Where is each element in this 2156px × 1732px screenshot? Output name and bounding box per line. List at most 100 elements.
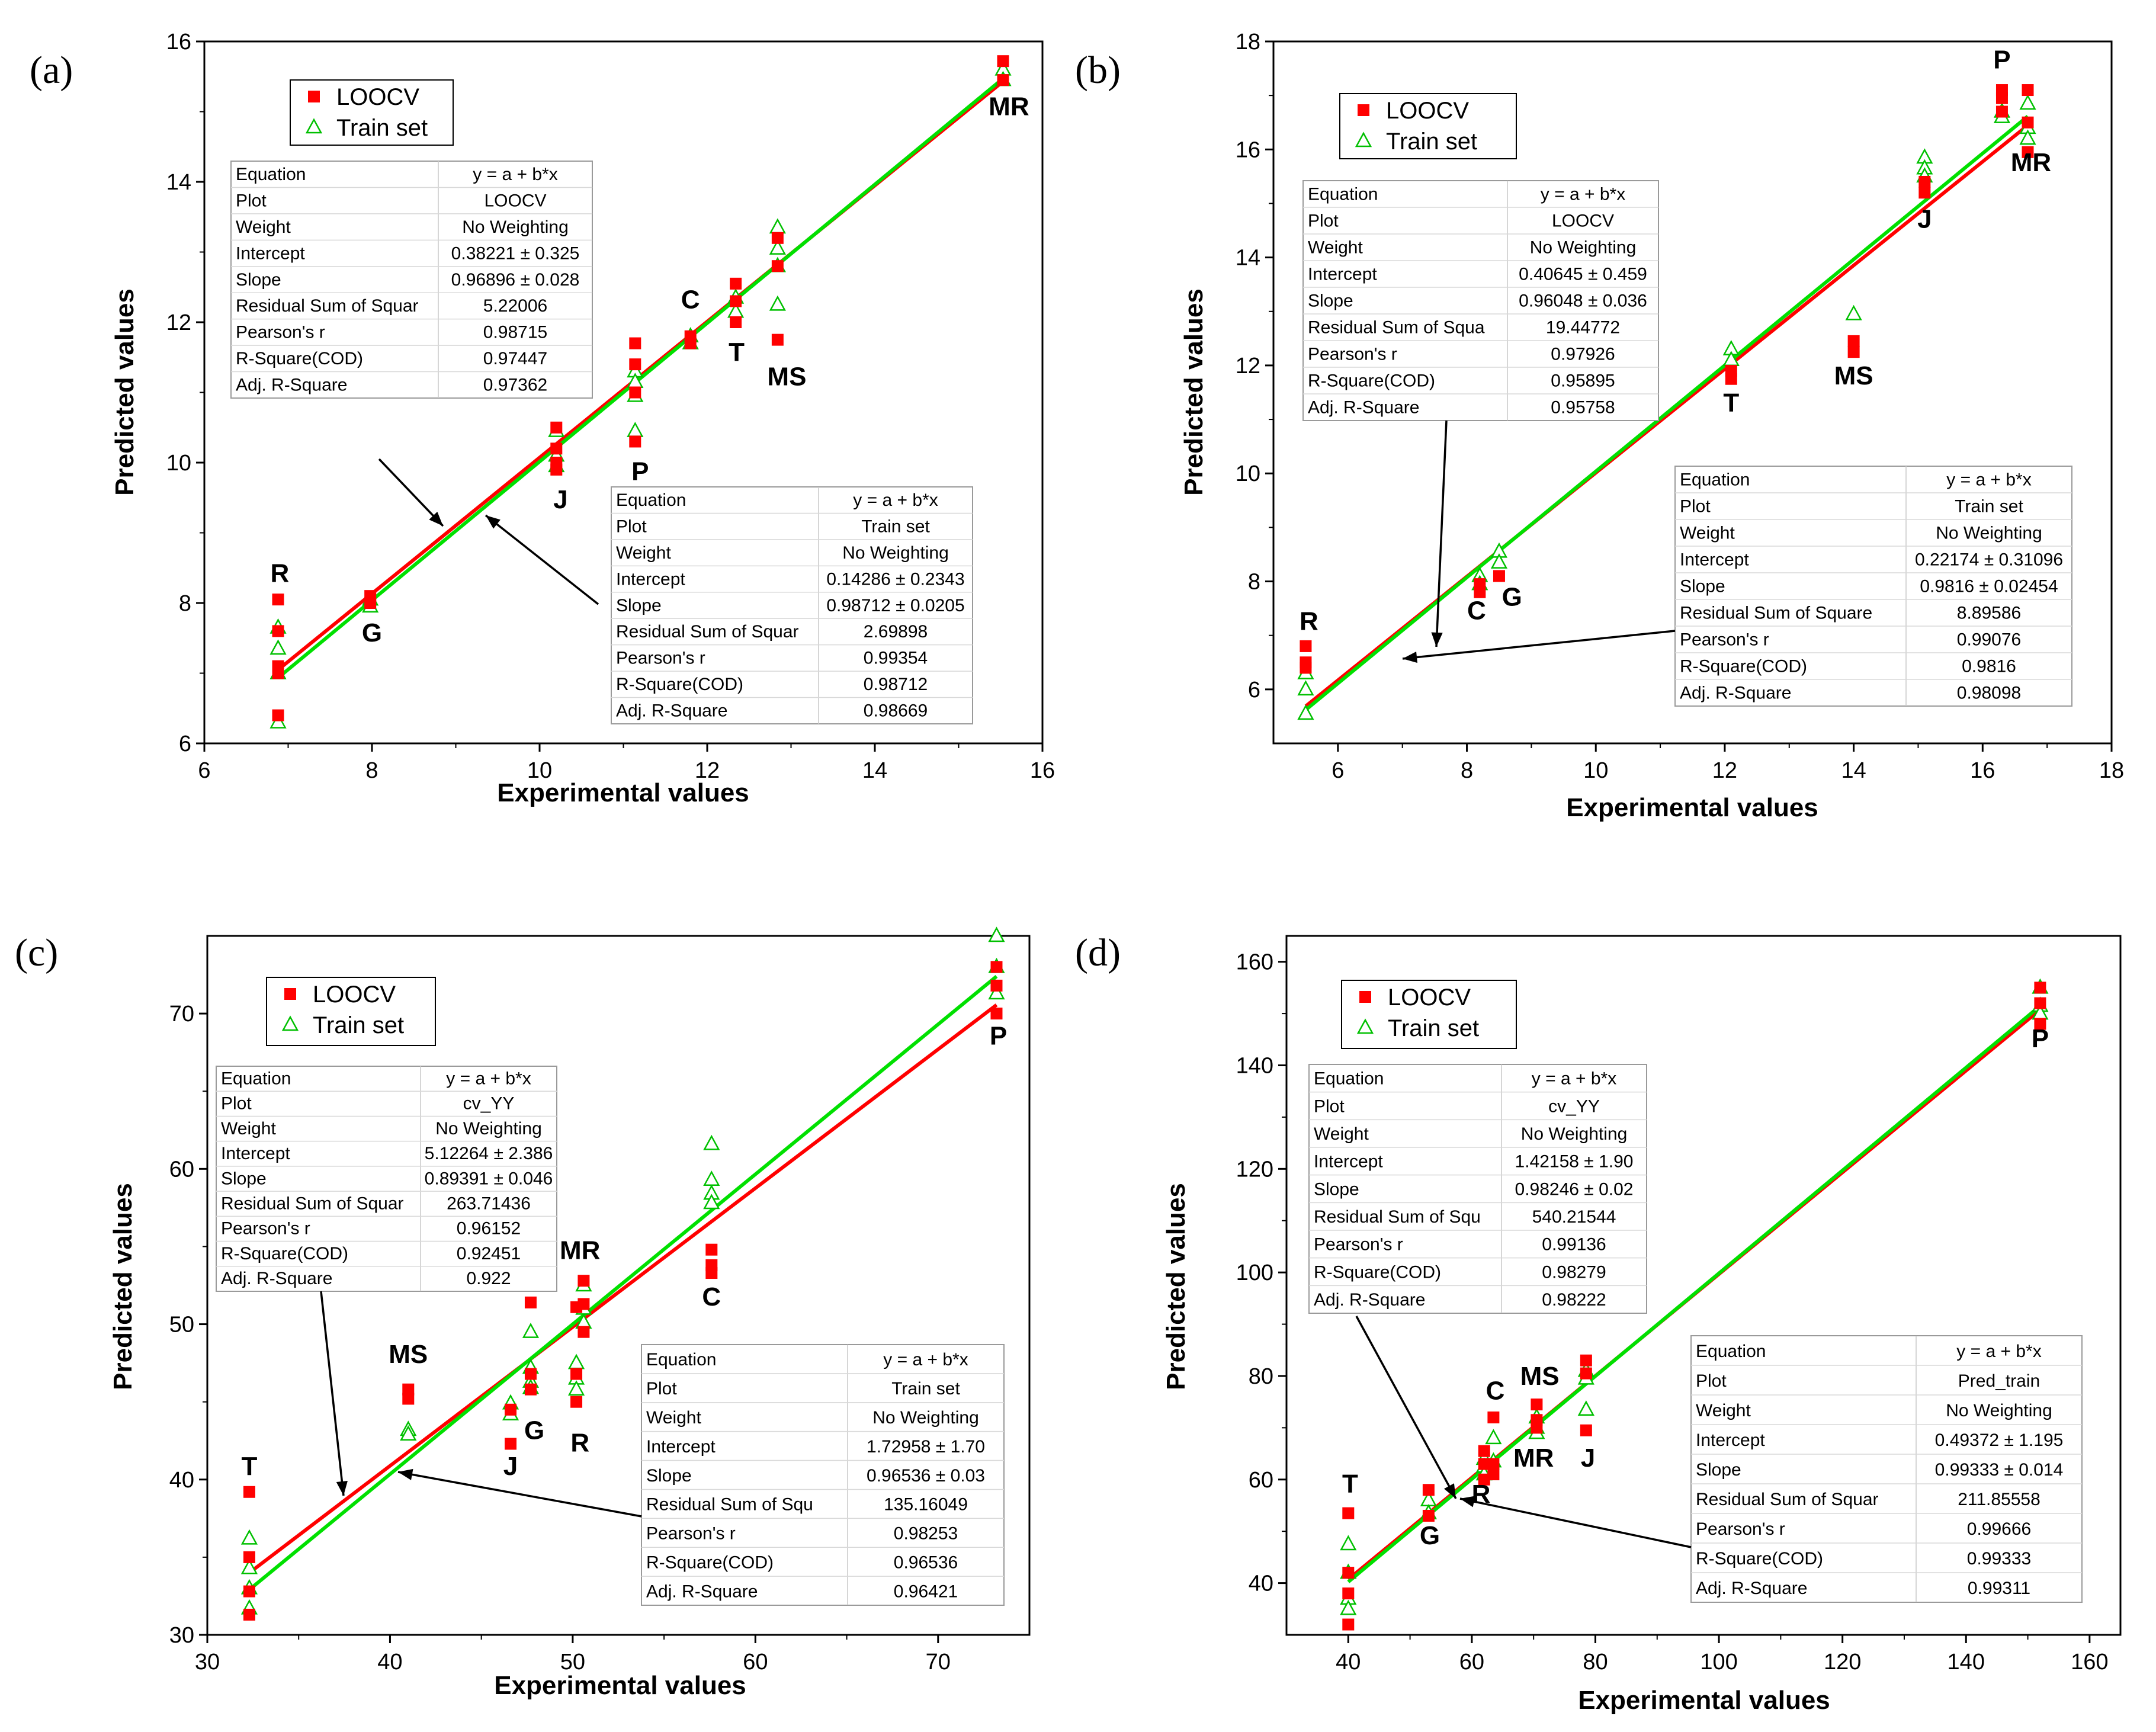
- stats-value: 1.42158 ± 1.90: [1515, 1152, 1634, 1172]
- stats-value: y = a + b*x: [446, 1069, 531, 1088]
- panel-a: (a) 6 8 10 12 14 16 6 8 10 12 14 16 Experimental valu…: [30, 30, 1055, 807]
- loocv-point: [730, 277, 742, 290]
- loocv-point: [402, 1393, 415, 1405]
- stats-label: Residual Sum of Square: [1680, 603, 1872, 623]
- train-set-point: [769, 239, 786, 255]
- stats-label: Intercept: [221, 1144, 290, 1163]
- stats-value: 135.16049: [884, 1495, 968, 1515]
- category-label: P: [2032, 1024, 2049, 1053]
- y-axis-title: Predicted values: [1179, 288, 1208, 496]
- stats-label: Residual Sum of Squa: [1308, 317, 1485, 337]
- stats-label: Equation: [1696, 1342, 1766, 1361]
- category-label: G: [362, 618, 382, 647]
- stats-value: y = a + b*x: [853, 490, 938, 510]
- panel-d: (d) 40 60 80 100 120 140 160 40 60 80 100 120 140 160 E…: [1075, 931, 2122, 1715]
- stats-label: Pearson's r: [236, 323, 325, 342]
- stats-label: Slope: [616, 596, 662, 615]
- stats-value: 0.98712 ± 0.0205: [826, 596, 964, 615]
- stats-value: No Weighting: [842, 543, 949, 563]
- stats-value: 0.99076: [1957, 630, 2021, 649]
- loocv-point: [243, 1608, 255, 1621]
- loocv-point: [2022, 84, 2034, 97]
- loocv-point: [550, 442, 563, 455]
- legend-train-label: Train set: [1386, 129, 1477, 155]
- stats-label: Pearson's r: [1314, 1235, 1403, 1255]
- train-set-point: [567, 1380, 585, 1396]
- category-label: R: [270, 559, 289, 588]
- category-label: P: [1993, 46, 2010, 75]
- panel-b: (b) 6 8 10 12 14 16 18 6 8 10 12 14 16 18 Experimental …: [1075, 30, 2124, 822]
- stats-label: R-Square(COD): [646, 1553, 774, 1572]
- stats-table-frame: [230, 161, 593, 399]
- loocv-stats-table: Equation y = a + b*x Plot LOOCV Weight No Wei…: [1302, 180, 1659, 421]
- stats-label: Adj. R-Square: [1696, 1579, 1807, 1598]
- category-label: MS: [767, 363, 806, 392]
- stats-value: 0.98246 ± 0.02: [1515, 1179, 1634, 1199]
- category-label: MR: [560, 1236, 600, 1265]
- x-tick-label: 8: [365, 758, 378, 783]
- y-tick-label: 160: [1236, 950, 1273, 975]
- stats-value: 0.99666: [1967, 1519, 2031, 1539]
- category-label: P: [631, 457, 649, 486]
- stats-value: 0.9816 ± 0.02454: [1920, 576, 2058, 596]
- loocv-point: [524, 1383, 537, 1396]
- loocv-point: [272, 667, 284, 679]
- stats-label: Equation: [646, 1350, 716, 1369]
- loocv-stats-table: Equation y = a + b*x Plot cv_YY Weight No Wei…: [1308, 1064, 1647, 1314]
- stats-value: 0.9816: [1962, 656, 2016, 676]
- stats-label: Plot: [1680, 496, 1711, 516]
- stats-label: Intercept: [1680, 550, 1749, 569]
- category-label: J: [1581, 1444, 1595, 1473]
- category-label: C: [1486, 1376, 1505, 1405]
- legend-loocv-label: LOOCV: [1386, 98, 1469, 124]
- loocv-point: [1342, 1507, 1355, 1519]
- y-tick-label: 14: [166, 170, 191, 195]
- train-stats-table: Equation y = a + b*x Plot Train set Weight No…: [1674, 466, 2072, 707]
- loocv-point: [570, 1396, 583, 1408]
- stats-value: No Weighting: [872, 1408, 979, 1428]
- category-label: MR: [1513, 1444, 1554, 1473]
- stats-value: 0.38221 ± 0.325: [451, 243, 580, 263]
- panel-letter: (a): [30, 49, 73, 92]
- loocv-point: [730, 295, 742, 307]
- stats-label: Pearson's r: [221, 1219, 310, 1239]
- loocv-point: [771, 260, 784, 272]
- stats-value: No Weighting: [1521, 1124, 1628, 1144]
- stats-label: Intercept: [1696, 1430, 1765, 1450]
- annotation-arrow: [1402, 630, 1676, 660]
- stats-value: 540.21544: [1532, 1207, 1616, 1227]
- category-label: T: [241, 1452, 257, 1481]
- y-tick-label: 18: [1236, 30, 1260, 54]
- stats-label: Slope: [1680, 576, 1725, 596]
- stats-value: y = a + b*x: [473, 165, 557, 184]
- y-tick-label: 12: [1236, 354, 1260, 379]
- stats-value: 0.96536 ± 0.03: [867, 1466, 985, 1486]
- panel-letter: (b): [1075, 49, 1121, 92]
- y-tick-label: 16: [166, 30, 191, 54]
- stats-label: Slope: [221, 1169, 267, 1188]
- x-tick-label: 18: [2099, 758, 2124, 783]
- stats-label: Residual Sum of Squ: [1314, 1207, 1481, 1227]
- stats-value: LOOCV: [484, 191, 546, 210]
- annotation-arrowhead: [398, 1468, 413, 1480]
- panel-c: (c) 30 40 50 60 70 30 40 50 60 70 Experimental valu…: [15, 926, 1031, 1700]
- loocv-point: [272, 594, 284, 606]
- stats-value: 0.96048 ± 0.036: [1519, 291, 1647, 310]
- category-label: G: [1502, 583, 1522, 612]
- stats-value: cv_YY: [463, 1094, 515, 1114]
- stats-value: No Weighting: [435, 1119, 542, 1138]
- train-stats-table: Equation y = a + b*x Plot Pred_train Weight N…: [1690, 1335, 2083, 1603]
- stats-value: 0.97926: [1551, 344, 1615, 364]
- category-label: MR: [989, 92, 1029, 121]
- legend-loocv-marker: [1359, 991, 1371, 1003]
- loocv-point: [730, 316, 742, 328]
- x-tick-label: 6: [198, 758, 210, 783]
- stats-value: y = a + b*x: [1956, 1342, 2041, 1361]
- category-label: MS: [1834, 361, 1873, 390]
- stats-value: 0.22174 ± 0.31096: [1915, 550, 2063, 569]
- stats-table-frame: [1690, 1335, 2083, 1603]
- annotation-arrowhead: [1403, 651, 1418, 663]
- stats-label: Weight: [236, 217, 291, 237]
- stats-value: 0.99136: [1542, 1235, 1606, 1255]
- train-set-point: [1297, 680, 1314, 696]
